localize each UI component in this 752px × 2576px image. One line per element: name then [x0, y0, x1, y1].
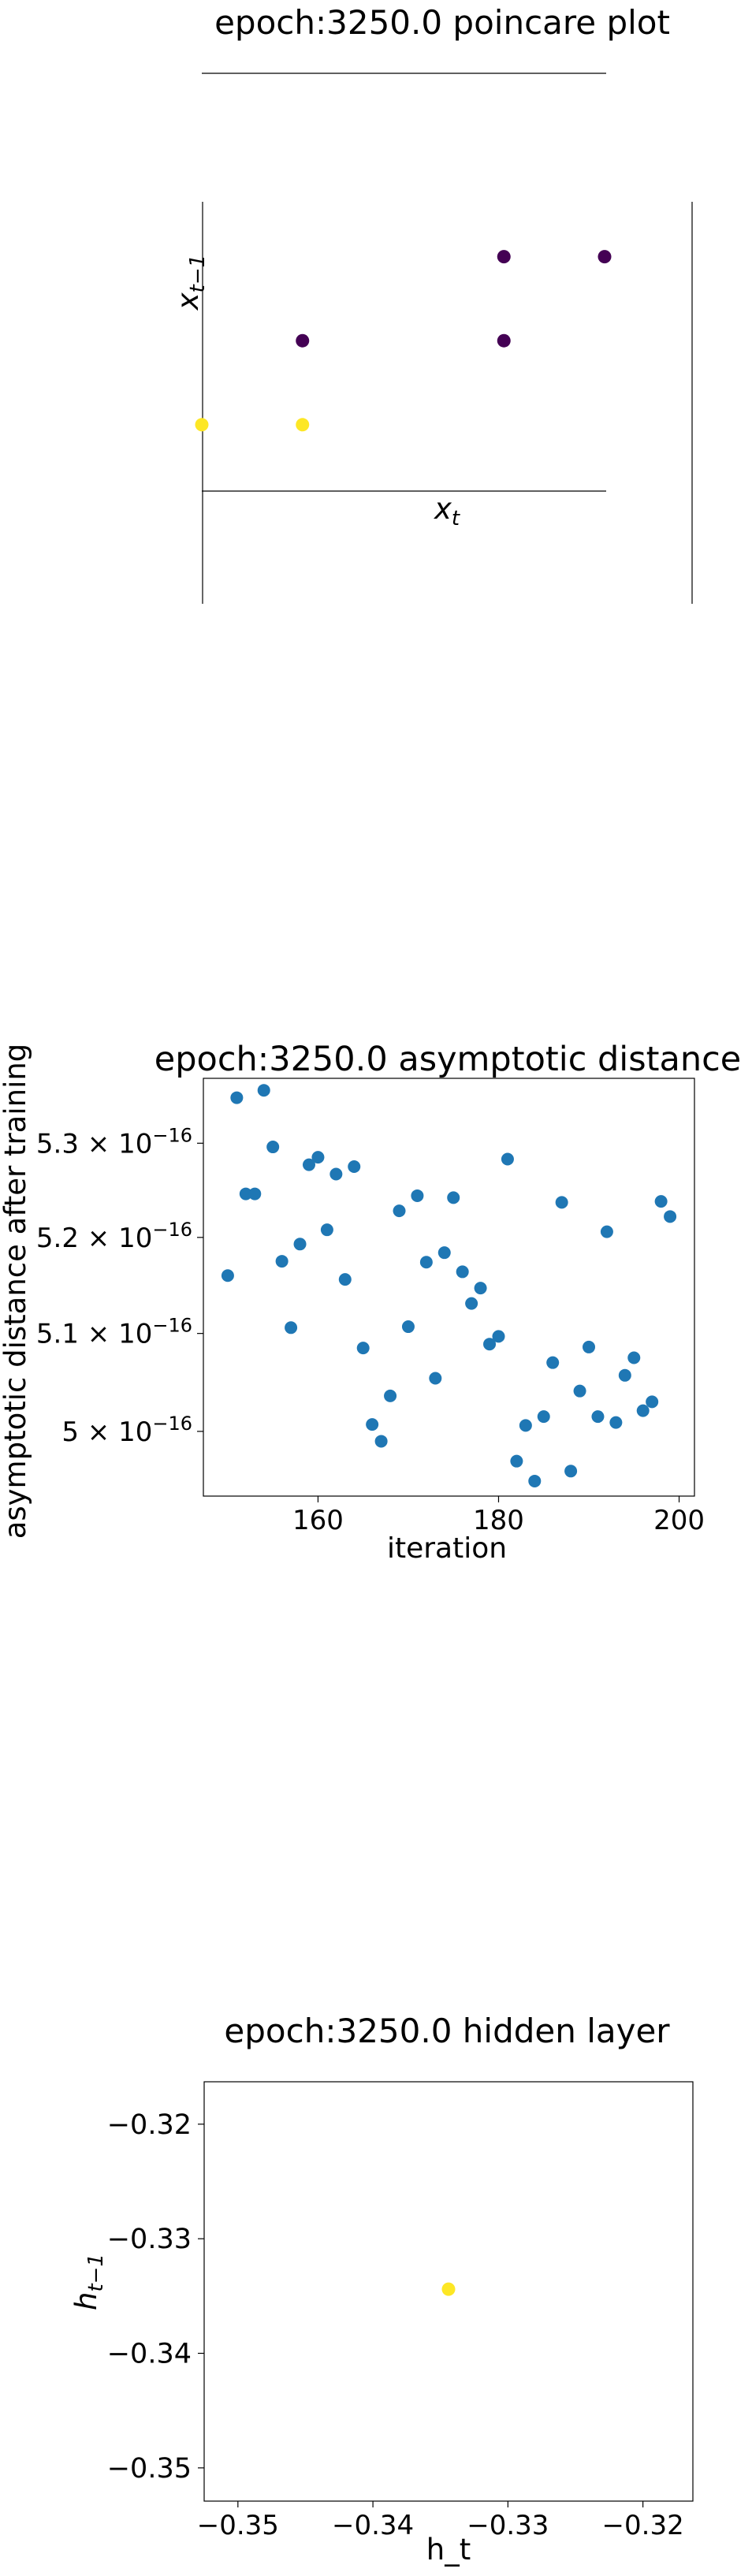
- x-tick-label: −0.34: [332, 2510, 414, 2541]
- distance-point: [492, 1330, 505, 1343]
- distance-point: [654, 1195, 668, 1208]
- hidden-xlabel: h_t: [426, 2533, 471, 2567]
- poincare-title: epoch:3250.0 poincare plot: [214, 3, 670, 42]
- poincare-plot: epoch:3250.0 poincare plot xt xt−1: [171, 3, 693, 604]
- y-tick-label: 5.1 × 10−16: [36, 1315, 192, 1350]
- poincare-point: [195, 418, 209, 432]
- hidden-layer-plot: epoch:3250.0 hidden layer h_t ht−1 −0.35…: [69, 2012, 694, 2567]
- x-tick-label: 180: [473, 1505, 524, 1536]
- poincare-point: [497, 250, 511, 264]
- distance-point: [609, 1416, 623, 1429]
- distance-point: [429, 1372, 442, 1385]
- distance-point: [627, 1351, 641, 1364]
- distance-point: [293, 1238, 307, 1251]
- distance-point: [230, 1091, 244, 1104]
- distance-point: [537, 1410, 550, 1424]
- x-tick-label: 200: [653, 1505, 705, 1536]
- y-tick-label: 5.2 × 10−16: [36, 1219, 192, 1254]
- distance-point: [248, 1187, 262, 1201]
- distance-point: [393, 1204, 406, 1218]
- distance-point: [338, 1273, 352, 1286]
- distance-point: [456, 1265, 469, 1279]
- distance-point: [474, 1282, 487, 1295]
- distance-point: [646, 1395, 659, 1409]
- poincare-point: [296, 418, 310, 432]
- poincare-point: [497, 333, 511, 348]
- distance-point: [266, 1141, 280, 1154]
- y-tick-label: −0.32: [107, 2109, 192, 2141]
- poincare-point: [598, 250, 612, 264]
- distance-point: [519, 1419, 532, 1432]
- distance-point: [510, 1454, 523, 1468]
- distance-point: [564, 1465, 578, 1478]
- plot-frame: [203, 1078, 695, 1497]
- asymptotic-ylabel: asymptotic distance after training: [0, 1044, 32, 1539]
- y-tick-label: 5.3 × 10−16: [36, 1124, 192, 1160]
- distance-point: [285, 1321, 298, 1335]
- distance-point: [636, 1404, 650, 1417]
- distance-point: [573, 1384, 586, 1398]
- distance-point: [320, 1223, 333, 1237]
- asymptotic-xlabel: iteration: [387, 1532, 507, 1565]
- plot-frame: [203, 2081, 694, 2502]
- y-tick-label: 5 × 10−16: [61, 1413, 192, 1448]
- distance-point: [221, 1269, 234, 1282]
- distance-point: [374, 1435, 388, 1448]
- distance-point: [384, 1389, 397, 1402]
- y-tick-label: −0.35: [107, 2453, 192, 2485]
- distance-point: [311, 1151, 325, 1164]
- distance-point: [528, 1474, 542, 1487]
- y-tick-label: −0.34: [107, 2338, 192, 2369]
- distance-point: [618, 1368, 631, 1382]
- distance-point: [591, 1410, 605, 1424]
- x-tick-label: −0.32: [602, 2510, 684, 2541]
- hidden-title: epoch:3250.0 hidden layer: [224, 2012, 670, 2050]
- distance-point: [447, 1191, 460, 1204]
- distance-point: [483, 1338, 497, 1351]
- asymptotic-title: epoch:3250.0 asymptotic distance: [154, 1040, 741, 1079]
- hidden-point: [441, 2282, 456, 2296]
- distance-point: [329, 1167, 343, 1181]
- x-tick-label: −0.35: [197, 2510, 279, 2541]
- distance-point: [239, 1187, 252, 1201]
- distance-point: [356, 1342, 370, 1355]
- distance-point: [257, 1084, 270, 1097]
- asymptotic-distance-plot: epoch:3250.0 asymptotic distance iterati…: [0, 1040, 741, 1565]
- distance-point: [419, 1256, 433, 1269]
- distance-point: [366, 1418, 379, 1431]
- poincare-xlabel: xt: [434, 492, 460, 530]
- poincare-ylabel: xt−1: [171, 255, 210, 311]
- distance-point: [546, 1356, 560, 1369]
- distance-point: [437, 1246, 451, 1260]
- x-tick-label: −0.33: [467, 2510, 549, 2541]
- y-tick-label: −0.33: [107, 2224, 192, 2255]
- distance-point: [275, 1255, 289, 1268]
- distance-point: [583, 1340, 596, 1353]
- distance-point: [465, 1297, 478, 1310]
- distance-point: [401, 1320, 415, 1334]
- distance-point: [555, 1196, 568, 1209]
- distance-point: [501, 1152, 514, 1166]
- distance-point: [600, 1225, 613, 1238]
- distance-point: [411, 1189, 424, 1202]
- distance-point: [664, 1210, 677, 1223]
- distance-point: [348, 1160, 361, 1173]
- distance-point: [302, 1158, 315, 1171]
- poincare-point: [296, 333, 310, 348]
- hidden-ylabel: ht−1: [69, 2254, 108, 2310]
- x-tick-label: 160: [292, 1505, 344, 1536]
